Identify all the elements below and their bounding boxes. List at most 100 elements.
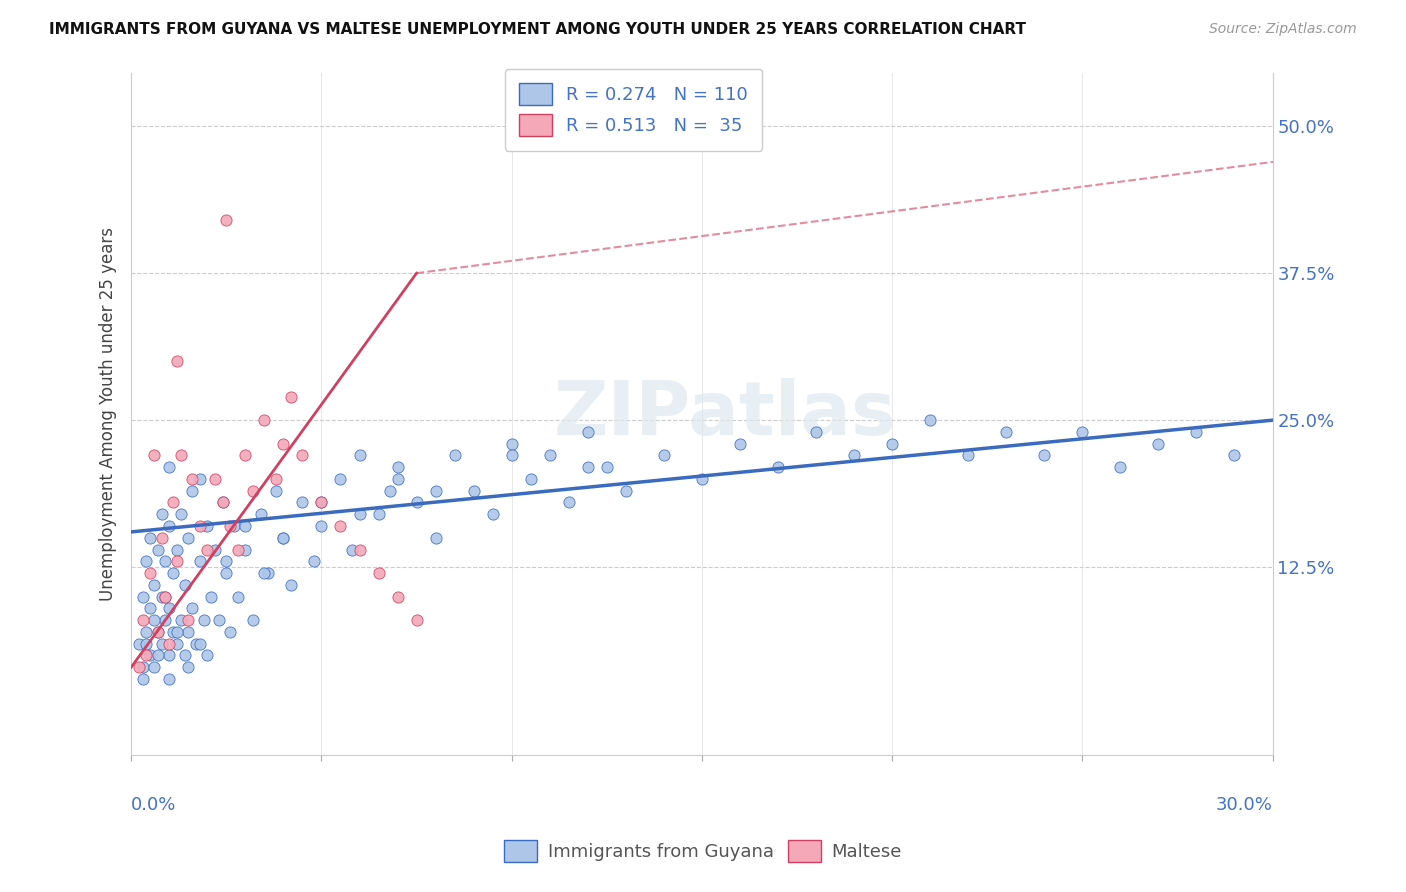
Point	[443, 449, 465, 463]
Point	[150, 531, 173, 545]
Point	[596, 460, 619, 475]
Point	[501, 449, 523, 463]
Point	[226, 542, 249, 557]
Point	[188, 637, 211, 651]
Point	[131, 660, 153, 674]
Point	[162, 495, 184, 509]
Point	[157, 637, 180, 651]
Point	[1223, 449, 1246, 463]
Point	[249, 508, 271, 522]
Point	[157, 672, 180, 686]
Point	[257, 566, 280, 580]
Point	[291, 449, 314, 463]
Point	[139, 531, 162, 545]
Point	[273, 531, 295, 545]
Point	[177, 613, 200, 627]
Point	[155, 554, 177, 568]
Point	[302, 554, 325, 568]
Point	[131, 613, 153, 627]
Point	[162, 624, 184, 639]
Point	[349, 508, 371, 522]
Point	[349, 542, 371, 557]
Point	[425, 531, 447, 545]
Point	[128, 660, 150, 674]
Point	[501, 436, 523, 450]
Text: 0.0%: 0.0%	[131, 797, 177, 814]
Point	[311, 519, 333, 533]
Point	[166, 637, 188, 651]
Point	[195, 648, 218, 663]
Point	[215, 213, 238, 227]
Point	[1071, 425, 1094, 439]
Point	[880, 436, 903, 450]
Point	[200, 590, 222, 604]
Point	[166, 354, 188, 368]
Point	[291, 495, 314, 509]
Point	[143, 449, 166, 463]
Point	[157, 648, 180, 663]
Point	[690, 472, 713, 486]
Point	[311, 495, 333, 509]
Point	[155, 590, 177, 604]
Point	[155, 590, 177, 604]
Point	[139, 648, 162, 663]
Point	[166, 624, 188, 639]
Point	[558, 495, 581, 509]
Text: IMMIGRANTS FROM GUYANA VS MALTESE UNEMPLOYMENT AMONG YOUTH UNDER 25 YEARS CORREL: IMMIGRANTS FROM GUYANA VS MALTESE UNEMPL…	[49, 22, 1026, 37]
Point	[150, 590, 173, 604]
Point	[211, 495, 233, 509]
Point	[280, 390, 302, 404]
Point	[135, 554, 157, 568]
Point	[162, 566, 184, 580]
Point	[146, 624, 169, 639]
Point	[652, 449, 675, 463]
Point	[135, 637, 157, 651]
Point	[135, 624, 157, 639]
Text: ZIPatlas: ZIPatlas	[554, 378, 896, 450]
Point	[184, 637, 207, 651]
Text: 30.0%: 30.0%	[1216, 797, 1272, 814]
Point	[188, 519, 211, 533]
Point	[378, 483, 401, 498]
Point	[143, 578, 166, 592]
Point	[146, 624, 169, 639]
Point	[242, 483, 264, 498]
Point	[128, 637, 150, 651]
Point	[329, 519, 352, 533]
Point	[538, 449, 561, 463]
Point	[804, 425, 827, 439]
Point	[177, 660, 200, 674]
Point	[280, 578, 302, 592]
Point	[139, 566, 162, 580]
Point	[177, 624, 200, 639]
Point	[150, 637, 173, 651]
Point	[519, 472, 541, 486]
Point	[329, 472, 352, 486]
Point	[188, 472, 211, 486]
Point	[273, 436, 295, 450]
Point	[188, 554, 211, 568]
Point	[273, 531, 295, 545]
Y-axis label: Unemployment Among Youth under 25 years: Unemployment Among Youth under 25 years	[100, 227, 117, 601]
Point	[157, 460, 180, 475]
Point	[235, 542, 257, 557]
Point	[195, 519, 218, 533]
Point	[463, 483, 485, 498]
Point	[387, 460, 409, 475]
Point	[215, 566, 238, 580]
Point	[204, 542, 226, 557]
Point	[387, 590, 409, 604]
Point	[242, 613, 264, 627]
Point	[1147, 436, 1170, 450]
Point	[143, 613, 166, 627]
Point	[219, 519, 242, 533]
Point	[387, 472, 409, 486]
Point	[235, 519, 257, 533]
Point	[253, 413, 276, 427]
Point	[150, 508, 173, 522]
Point	[367, 566, 389, 580]
Point	[842, 449, 865, 463]
Point	[173, 578, 195, 592]
Point	[576, 425, 599, 439]
Point	[146, 542, 169, 557]
